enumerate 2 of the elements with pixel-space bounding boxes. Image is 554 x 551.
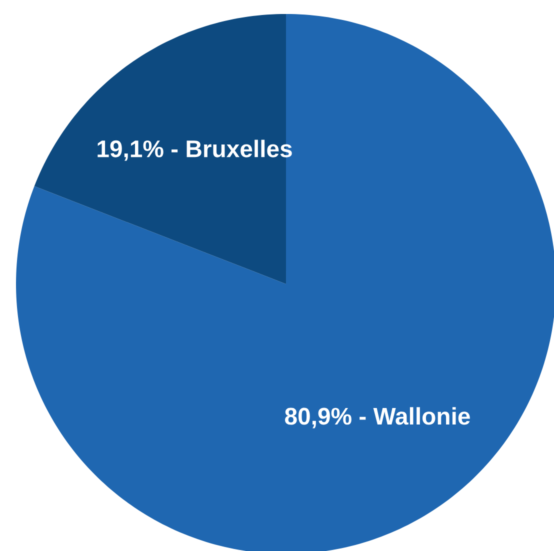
slice-label: 80,9% - Wallonie <box>285 407 470 428</box>
slice-label: 19,1% - Bruxelles <box>98 140 292 161</box>
